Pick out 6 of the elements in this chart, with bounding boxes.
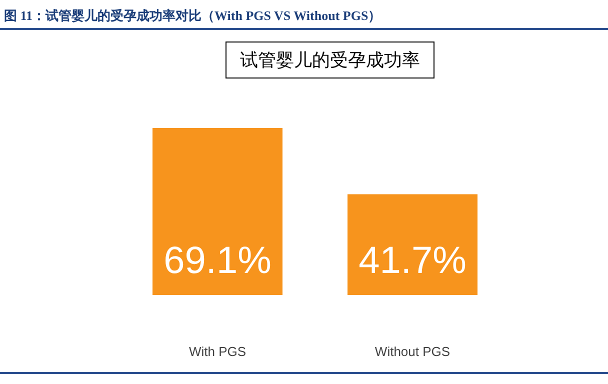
- chart-subtitle: 试管婴儿的受孕成功率: [240, 50, 420, 70]
- data-label: 69.1%: [164, 240, 272, 282]
- x-tick-label: Without PGS: [374, 344, 450, 359]
- chart-title: 图 11：试管婴儿的受孕成功率对比（With PGS VS Without PGS）: [4, 8, 382, 23]
- x-tick-label: With PGS: [188, 344, 246, 359]
- data-label: 41.7%: [358, 240, 466, 282]
